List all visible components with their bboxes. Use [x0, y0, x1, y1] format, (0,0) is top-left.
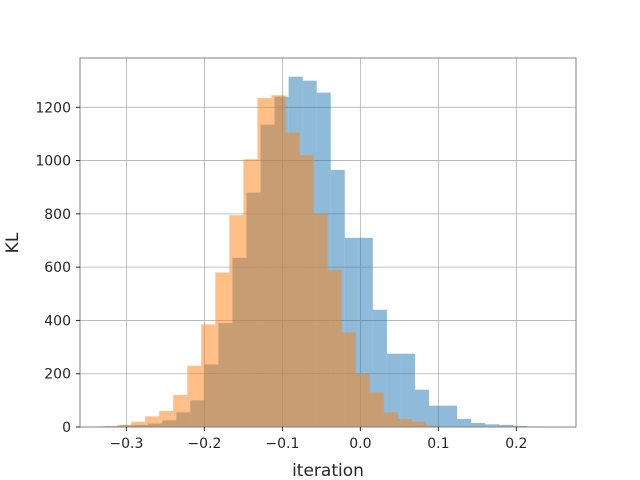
histogram-bar [187, 365, 202, 427]
histogram-bar [131, 421, 146, 427]
histogram-series-2 [103, 95, 440, 428]
histogram-bar [369, 392, 384, 427]
histogram-bar [414, 389, 429, 427]
histogram-bar [229, 215, 244, 427]
x-axis-title: iteration [292, 461, 364, 480]
histogram-bar [313, 213, 328, 427]
y-axis-title: KL [3, 232, 23, 253]
x-tick-label: −0.3 [109, 436, 143, 452]
histogram-bar [243, 159, 258, 427]
plot-frame [79, 57, 577, 428]
x-tick-label: 0.0 [349, 436, 371, 452]
histogram-bar [471, 423, 486, 427]
histogram-bar [159, 411, 174, 427]
histogram-bar [145, 416, 160, 427]
histogram-bar [386, 353, 401, 427]
histogram-bar [173, 395, 188, 427]
y-tick-label: 200 [44, 367, 71, 383]
histogram-bar [411, 421, 426, 427]
histogram-bar [355, 373, 370, 427]
histogram-bar [457, 419, 472, 427]
histogram-bar [341, 332, 356, 427]
histogram-bar [499, 424, 514, 427]
x-tick-label: 0.1 [427, 436, 449, 452]
histogram-bar [383, 412, 398, 427]
histogram-bars [92, 76, 556, 428]
x-tick-label: −0.1 [265, 436, 299, 452]
y-tick-label: 400 [44, 313, 71, 329]
x-tick-label: 0.2 [505, 436, 527, 452]
x-tick-label: −0.2 [187, 436, 221, 452]
histogram-bar [215, 272, 230, 427]
y-tick-label: 0 [62, 420, 71, 436]
histogram-bar [271, 95, 286, 428]
axis-ticks: −0.3 −0.2 −0.1 0.0 0.1 0.2 0 200 400 600 800 1000 12… [35, 100, 527, 452]
histogram-bar [299, 155, 314, 427]
histogram-bar [327, 269, 342, 427]
histogram-bar [425, 425, 440, 427]
histogram-bar [428, 405, 444, 427]
histogram-bar [117, 424, 132, 427]
histogram-bar [513, 425, 528, 427]
histogram-bar [397, 419, 412, 427]
y-tick-label: 600 [44, 260, 71, 276]
histogram-bar [443, 405, 458, 427]
histogram-bar [485, 424, 500, 427]
y-tick-label: 1000 [35, 154, 71, 170]
histogram-bar [201, 324, 216, 427]
y-tick-label: 800 [44, 207, 71, 223]
y-tick-label: 1200 [35, 100, 71, 116]
histogram-bar [285, 132, 300, 427]
histogram-bar [400, 353, 415, 427]
histogram-bar [257, 97, 272, 427]
